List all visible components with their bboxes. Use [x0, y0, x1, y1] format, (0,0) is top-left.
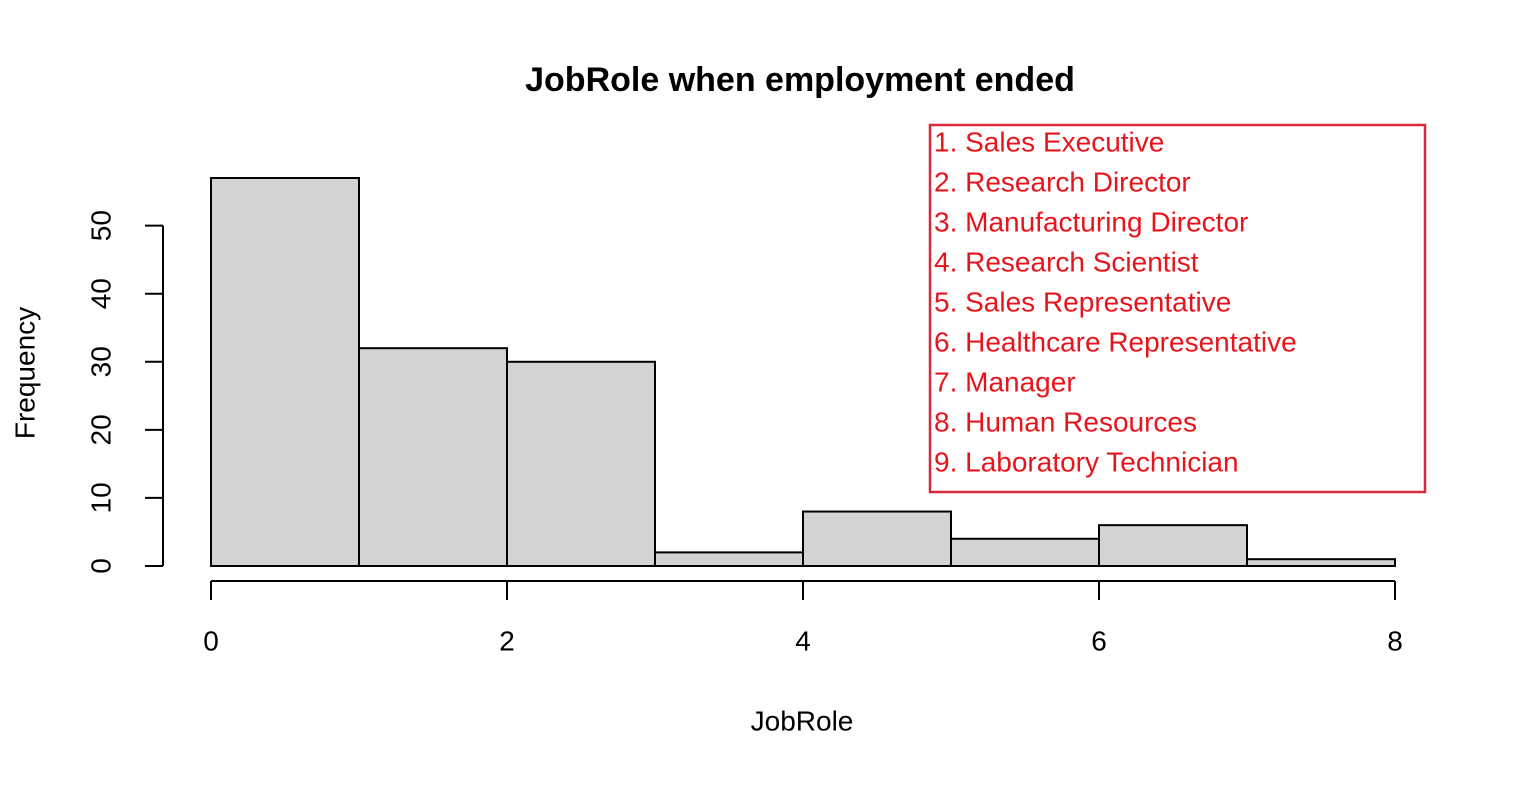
x-tick-label: 6 [1091, 625, 1107, 656]
annotation-item: 2. Research Director [934, 166, 1191, 197]
bar [1098, 524, 1248, 568]
x-tick-label: 0 [203, 625, 219, 656]
x-tick-label: 4 [795, 625, 811, 656]
y-axis-label: Frequency [9, 307, 40, 439]
y-tick-label: 50 [85, 210, 116, 241]
bar [358, 347, 508, 567]
bar [506, 360, 656, 567]
x-tick-label: 2 [499, 625, 515, 656]
bar [654, 551, 804, 568]
bar [950, 537, 1100, 567]
y-tick-label: 0 [85, 558, 116, 574]
x-tick-label: 8 [1387, 625, 1403, 656]
annotation-item: 4. Research Scientist [934, 246, 1199, 277]
y-tick-label: 10 [85, 482, 116, 513]
annotation-item: 9. Laboratory Technician [934, 446, 1239, 477]
annotation-item: 8. Human Resources [934, 406, 1197, 437]
annotation-item: 5. Sales Representative [934, 286, 1231, 317]
annotation-box [928, 123, 1427, 494]
annotation-item: 3. Manufacturing Director [934, 206, 1248, 237]
y-tick-label: 30 [85, 346, 116, 377]
annotation-item: 7. Manager [934, 366, 1076, 397]
y-tick-label: 20 [85, 414, 116, 445]
bar [1246, 558, 1396, 568]
x-axis-label: JobRole [751, 705, 854, 736]
annotation-item: 6. Healthcare Representative [934, 326, 1297, 357]
bar [210, 177, 360, 567]
y-tick-label: 40 [85, 278, 116, 309]
bar [802, 510, 952, 567]
chart-title: JobRole when employment ended [525, 61, 1075, 99]
annotation-item: 1. Sales Executive [934, 126, 1164, 157]
